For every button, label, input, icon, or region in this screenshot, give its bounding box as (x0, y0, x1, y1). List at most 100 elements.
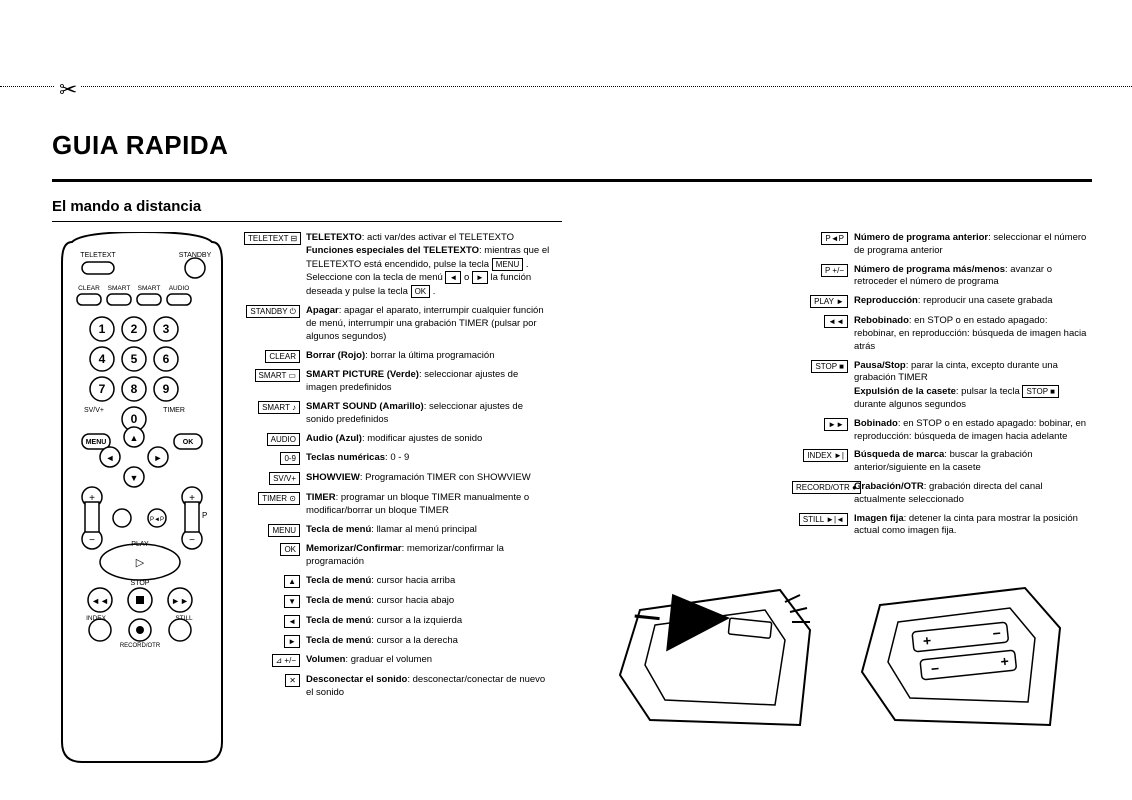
definition-text: Número de programa más/menos: avanzar o … (854, 264, 1092, 290)
definition-key: ◄ (244, 615, 306, 629)
key-icon: P +/− (821, 264, 848, 277)
definition-row: ✕Desconectar el sonido: desconectar/cone… (244, 674, 552, 700)
battery-insert-illustration (600, 580, 820, 730)
svg-text:STOP: STOP (131, 580, 150, 587)
definition-row: ◄◄Rebobinado: en STOP o en estado apagad… (792, 315, 1092, 353)
svg-text:PLAY: PLAY (131, 541, 149, 548)
svg-text:7: 7 (99, 382, 106, 396)
svg-text:4: 4 (99, 352, 106, 366)
rule-thin (52, 221, 562, 222)
definition-key: P◄P (792, 232, 854, 246)
key-icon: SMART ▭ (255, 369, 301, 382)
definition-row: STOP ■Pausa/Stop: parar la cinta, except… (792, 360, 1092, 412)
svg-text:▷: ▷ (136, 557, 145, 569)
key-icon: OK (280, 543, 300, 556)
definition-row: ► Tecla de menú: cursor a la derecha (244, 635, 552, 649)
definition-key: AUDIO (244, 433, 306, 447)
definition-row: CLEAR Borrar (Rojo): borrar la última pro… (244, 350, 552, 364)
definition-text: Reproducción: reproducir una casete grab… (854, 295, 1092, 308)
definition-key: ⊿ +/− (244, 654, 306, 668)
svg-text:►: ► (154, 453, 163, 463)
definition-text: SHOWVIEW: Programación TIMER con SHOWVIE… (306, 472, 552, 485)
key-icon: CLEAR (265, 350, 300, 363)
svg-text:+: + (189, 493, 195, 504)
definition-text: Audio (Azul): modificar ajustes de sonid… (306, 433, 552, 446)
definition-key: ►► (792, 418, 854, 432)
svg-text:+: + (89, 493, 95, 504)
svg-text:▲: ▲ (130, 433, 139, 443)
svg-text:P◄P: P◄P (150, 517, 164, 523)
definition-text: Tecla de menú: cursor hacia abajo (306, 595, 552, 608)
definition-key: CLEAR (244, 350, 306, 364)
key-icon: STILL ►|◄ (799, 513, 848, 526)
key-icon: TELETEXT ⊟ (244, 232, 301, 245)
svg-text:SV/V+: SV/V+ (84, 407, 104, 414)
definition-key: STOP ■ (792, 360, 854, 374)
definition-text: TIMER: programar un bloque TIMER manualm… (306, 492, 552, 518)
svg-text:TIMER: TIMER (163, 407, 185, 414)
key-icon: MENU (268, 524, 300, 537)
definition-row: P◄PNúmero de programa anterior: seleccio… (792, 232, 1092, 258)
key-icon: PLAY ► (810, 295, 848, 308)
definition-key: ▲ (244, 575, 306, 589)
svg-text:◄◄: ◄◄ (91, 596, 109, 606)
definition-row: ◄Tecla de menú: cursor a la izquierda (244, 615, 552, 629)
definition-row: AUDIO Audio (Azul): modificar ajustes de … (244, 433, 552, 447)
definition-row: SMART ♪SMART SOUND (Amarillo): seleccion… (244, 401, 552, 427)
svg-text:◄: ◄ (106, 453, 115, 463)
definition-key: TIMER ⊙ (244, 492, 306, 506)
definition-row: RECORD/OTR ●Grabación/OTR: grabación dir… (792, 481, 1092, 507)
key-icon: ✕ (285, 674, 300, 687)
svg-text:2: 2 (131, 322, 138, 336)
svg-text:▼: ▼ (130, 473, 139, 483)
key-icon: AUDIO (267, 433, 300, 446)
battery-compartment-illustration: + − − + (850, 580, 1070, 730)
key-icon: ⊿ +/− (272, 654, 301, 667)
definition-row: STANDBY ⏻ Apagar: apagar el aparato, inte… (244, 305, 552, 343)
definition-key: SMART ▭ (244, 369, 306, 383)
svg-text:SMART: SMART (138, 285, 161, 292)
svg-text:0: 0 (131, 412, 138, 426)
definition-text: Grabación/OTR: grabación directa del can… (854, 481, 1092, 507)
definition-row: OK Memorizar/Confirmar: memorizar/confirm… (244, 543, 552, 569)
svg-text:−: − (992, 625, 1002, 642)
definition-text: Tecla de menú: cursor hacia arriba (306, 575, 552, 588)
svg-text:TELETEXT: TELETEXT (80, 252, 116, 259)
svg-text:OK: OK (183, 439, 194, 446)
definition-text: Rebobinado: en STOP o en estado apagado:… (854, 315, 1092, 353)
definition-text: Número de programa anterior: seleccionar… (854, 232, 1092, 258)
key-icon: ► (284, 635, 300, 648)
definition-row: MENUTecla de menú: llamar al menú princi… (244, 524, 552, 538)
definition-text: Búsqueda de marca: buscar la grabación a… (854, 449, 1092, 475)
key-icon: TIMER ⊙ (258, 492, 300, 505)
key-icon: STOP ■ (811, 360, 848, 373)
definition-key: TELETEXT ⊟ (244, 232, 306, 246)
svg-text:8: 8 (131, 382, 138, 396)
definition-key: MENU (244, 524, 306, 538)
key-icon: ▲ (284, 575, 300, 588)
definition-text: Memorizar/Confirmar: memorizar/confirmar… (306, 543, 552, 569)
definition-text: Tecla de menú: cursor a la derecha (306, 635, 552, 648)
key-icon: STANDBY ⏻ (246, 305, 300, 318)
definition-row: ⊿ +/−Volumen: graduar el volumen (244, 654, 552, 668)
definition-text: Apagar: apagar el aparato, interrumpir c… (306, 305, 552, 343)
remote-svg: TELETEXT STANDBY CLEAR SMART SMART AUDIO (52, 232, 232, 772)
svg-text:5: 5 (131, 352, 138, 366)
definition-key: ► (244, 635, 306, 649)
definition-row: P +/− Número de programa más/menos: avanz… (792, 264, 1092, 290)
definition-row: STILL ►|◄Imagen fija: detener la cinta p… (792, 513, 1092, 539)
definition-key: OK (244, 543, 306, 557)
definition-key: PLAY ► (792, 295, 854, 309)
svg-text:STANDBY: STANDBY (179, 252, 212, 259)
svg-text:CLEAR: CLEAR (78, 285, 100, 292)
key-icon: ►► (824, 418, 848, 431)
svg-text:1: 1 (99, 322, 106, 336)
key-icon: SV/V+ (269, 472, 300, 485)
definition-row: ▼ Tecla de menú: cursor hacia abajo (244, 595, 552, 609)
definition-row: TIMER ⊙ TIMER: programar un bloque TIMER … (244, 492, 552, 518)
definition-text: Borrar (Rojo): borrar la última programa… (306, 350, 552, 363)
scissors-icon: ✂ (55, 77, 81, 103)
key-icon: ▼ (284, 595, 300, 608)
definition-row: ▲ Tecla de menú: cursor hacia arriba (244, 575, 552, 589)
definition-text: Teclas numéricas: 0 - 9 (306, 452, 552, 465)
